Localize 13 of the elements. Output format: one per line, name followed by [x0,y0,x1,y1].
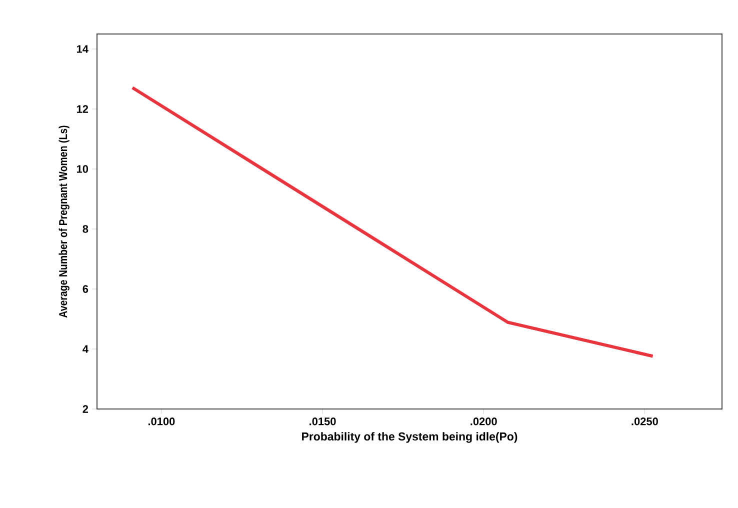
y-tick-label: 6 [82,285,88,293]
y-tick-label: 2 [82,405,88,413]
x-tick-label: .0100 [148,418,175,426]
x-tick-label: .0200 [470,418,497,426]
y-tick-label: 8 [82,225,88,233]
x-tick-label: .0250 [632,418,658,426]
x-axis-title: Probability of the System being idle(Po) [302,432,518,443]
y-tick-label: 10 [76,165,88,173]
y-axis-title: Average Number of Pregnant Women (Ls) [58,126,70,318]
y-tick-label: 12 [76,105,88,113]
x-tick-label: .0150 [310,418,336,426]
y-tick-label: 4 [82,345,88,353]
y-tick-label: 14 [76,45,88,53]
